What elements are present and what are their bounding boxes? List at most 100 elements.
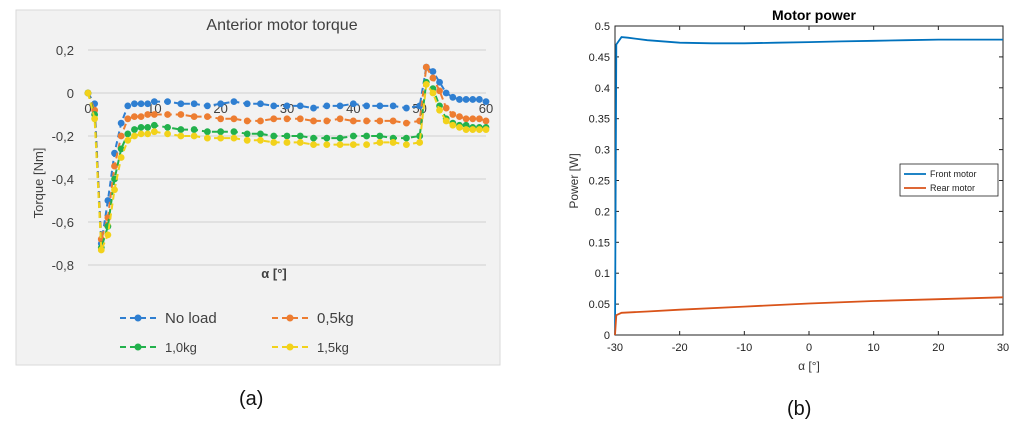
- chart-a-data-point: [131, 126, 138, 133]
- chart-a-data-point: [376, 132, 384, 140]
- chart-a-data-point: [91, 115, 99, 123]
- chart-a-data-point: [283, 139, 291, 146]
- chart-a-data-point: [144, 100, 152, 108]
- chart-a-data-point: [117, 132, 125, 140]
- chart-a-data-point: [449, 93, 457, 101]
- chart-b-series-line: [614, 296, 1004, 336]
- chart-a-data-point: [336, 141, 344, 149]
- chart-a-data-point: [177, 100, 185, 108]
- chart-b-y-tick-label: 0: [604, 330, 610, 342]
- chart-a-data-point: [389, 117, 397, 125]
- chart-b-x-tick-label: 10: [868, 342, 880, 354]
- chart-a-data-point: [363, 141, 370, 149]
- chart-a-title: Anterior motor torque: [206, 17, 357, 34]
- chart-a-data-point: [436, 78, 443, 86]
- chart-a-data-point: [257, 100, 264, 108]
- chart-a-data-point: [403, 134, 410, 142]
- chart-a-data-point: [164, 111, 172, 118]
- chart-a-data-point: [131, 113, 138, 121]
- chart-a-data-point: [177, 126, 185, 133]
- chart-a-data-point: [336, 102, 344, 110]
- chart-b-y-axis-label: Power [W]: [567, 153, 581, 208]
- caption-a: (a): [239, 388, 264, 410]
- chart-a-data-point: [131, 100, 138, 108]
- chart-a-data-point: [403, 141, 410, 149]
- chart-b-y-tick-label: 0.4: [595, 83, 610, 95]
- chart-a-data-point: [137, 113, 145, 121]
- chart-a-data-point: [217, 128, 225, 136]
- chart-b-title: Motor power: [772, 7, 857, 23]
- chart-a-data-point: [204, 113, 211, 121]
- chart-a-data-point: [243, 117, 251, 125]
- chart-a-data-point: [323, 141, 331, 149]
- chart-a-data-point: [363, 102, 370, 110]
- chart-a-data-point: [150, 111, 158, 118]
- chart-a-data-point: [376, 117, 384, 125]
- chart-a-data-point: [144, 130, 152, 138]
- chart-a-data-point: [257, 136, 264, 144]
- chart-a-data-point: [124, 102, 132, 110]
- chart-a-x-tick-label: 0: [84, 101, 91, 116]
- chart-a-data-point: [475, 126, 483, 133]
- chart-a-data-point: [296, 102, 304, 110]
- chart-a-data-point: [363, 132, 370, 140]
- chart-a-data-point: [436, 87, 443, 95]
- chart-a-data-point: [270, 139, 278, 146]
- chart-b-x-tick-label: 30: [997, 342, 1009, 354]
- chart-a-data-point: [349, 117, 357, 125]
- chart-a-data-point: [482, 98, 490, 105]
- chart-a-data-point: [230, 115, 238, 123]
- chart-a-series: [84, 63, 490, 254]
- chart-a-y-tick-label: 0: [67, 86, 74, 101]
- chart-a-data-point: [204, 134, 211, 142]
- chart-b-y-ticks: 0 0.05 0.1 0.15 0.2 0.25 0.3 0.35 0.4 0.45 0.5: [589, 21, 1003, 342]
- chart-a-data-point: [349, 100, 357, 108]
- chart-a-data-point: [462, 96, 470, 103]
- chart-a-data-point: [177, 132, 185, 140]
- chart-a-legend-label: 0,5kg: [317, 310, 354, 327]
- chart-a-data-point: [117, 145, 125, 153]
- chart-b-x-tick-label: -30: [607, 342, 623, 354]
- chart-a-data-point: [131, 132, 138, 140]
- chart-a-data-point: [84, 89, 92, 97]
- chart-b-x-tick-label: 0: [806, 342, 812, 354]
- chart-b-legend-label: Front motor: [930, 169, 977, 179]
- chart-a-data-point: [117, 154, 125, 161]
- caption-b: (b): [787, 398, 812, 420]
- chart-a-data-point: [144, 111, 152, 118]
- chart-b-series-line: [614, 36, 1003, 336]
- chart-a-data-point: [442, 117, 450, 125]
- chart-a-data-point: [283, 102, 291, 110]
- chart-a-data-point: [456, 113, 463, 121]
- chart-a-data-point: [204, 102, 211, 110]
- chart-a-data-point: [475, 96, 483, 103]
- chart-a-legend: No load 0,5kg 1,0kg 1,5kg: [120, 310, 354, 355]
- chart-a-data-point: [190, 113, 198, 121]
- chart-a-data-point: [336, 134, 344, 142]
- chart-a-y-axis-label: Torque [Nm]: [31, 148, 46, 219]
- torque-chart: Anterior motor torque 0,2 0 -0,2 -0,4 -0,6 -0…: [15, 9, 501, 366]
- chart-a-data-point: [469, 115, 477, 123]
- chart-a-data-point: [422, 63, 430, 71]
- chart-b-legend-label: Rear motor: [930, 183, 975, 193]
- chart-a-data-point: [403, 119, 410, 127]
- chart-a-y-tick-label: 0,2: [56, 43, 74, 58]
- chart-a-data-point: [217, 100, 225, 108]
- chart-a-data-point: [190, 126, 198, 133]
- chart-a-data-point: [442, 104, 450, 112]
- chart-b-x-axis-label: α [°]: [798, 359, 820, 373]
- chart-a-data-point: [104, 231, 112, 239]
- chart-b-x-tick-label: -20: [672, 342, 688, 354]
- chart-a-data-point: [137, 124, 145, 131]
- chart-a-data-point: [389, 102, 397, 110]
- chart-a-y-tick-label: -0,2: [52, 129, 74, 144]
- chart-a-data-point: [111, 186, 118, 194]
- chart-a-data-point: [323, 134, 331, 142]
- chart-a-data-point: [217, 134, 225, 142]
- chart-a-data-point: [310, 141, 317, 149]
- chart-a-data-point: [323, 117, 331, 125]
- chart-a-data-point: [336, 115, 344, 123]
- chart-a-legend-label: 1,0kg: [165, 340, 197, 355]
- chart-a-data-point: [257, 130, 264, 138]
- chart-a-data-point: [283, 132, 291, 140]
